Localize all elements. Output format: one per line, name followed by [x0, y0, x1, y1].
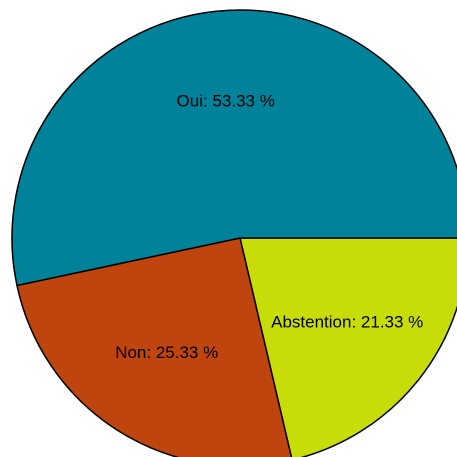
pie-slice: [239, 237, 457, 457]
slice-label: Abstention: 21.33 %: [271, 312, 423, 331]
slice-label: Oui: 53.33 %: [177, 91, 275, 110]
pie-slice: [16, 237, 293, 457]
slice-label: Non: 25.33 %: [115, 343, 218, 362]
pie-slice: [11, 9, 457, 287]
